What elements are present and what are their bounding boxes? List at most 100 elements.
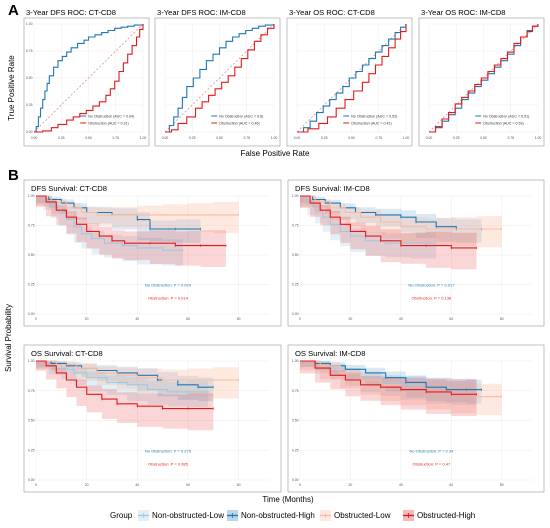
- survival-y-tick-label: 1.00: [292, 194, 299, 198]
- roc-x-tick-label: 0.25: [58, 136, 65, 140]
- survival-curve: [36, 360, 239, 381]
- roc-panel-title: 3-Year DFS ROC: IM-CD8: [157, 8, 246, 17]
- p-value-obstruction: Obstruction: P = 0.138: [411, 296, 452, 301]
- roc-legend-label: Obstruction (AUC = 0.41): [351, 121, 391, 125]
- survival-x-tick-label: 0: [299, 483, 301, 487]
- roc-x-tick-label: 0.00: [426, 136, 433, 140]
- p-value-no-obstruction: No Obstruction: P = 0.275: [145, 448, 192, 453]
- roc-panel-title: 3-Year DFS ROC: CT-CD8: [26, 8, 116, 17]
- legend-label: Obstructed-Low: [334, 511, 391, 520]
- survival-panel-2: DFS Survival: IM-CD8 0 20 40 60 80 0.00 0.25 0.5…: [287, 179, 545, 327]
- survival-ci-band: [300, 361, 477, 405]
- roc-x-tick-label: 0.25: [321, 136, 328, 140]
- roc-curve-no-obstruction: [165, 24, 275, 133]
- survival-ci-band: [36, 196, 226, 267]
- survival-y-tick-label: 0.50: [28, 253, 35, 257]
- survival-y-tick-label: 0.25: [28, 448, 35, 452]
- roc-x-tick-label: 0.50: [85, 136, 92, 140]
- survival-x-tick-label: 20: [349, 483, 353, 487]
- survival-y-axis-label: Survival Probability: [4, 304, 13, 372]
- p-value-no-obstruction: No Obstruction: P = 0.024: [145, 283, 192, 288]
- survival-y-tick-label: 1.00: [28, 194, 35, 198]
- survival-x-tick-label: 20: [85, 483, 89, 487]
- roc-x-tick-label: 0.75: [112, 136, 119, 140]
- roc-panel-3: 3-Year OS ROC: CT-CD8 0.00 0.25 0.50 0.75 1.0…: [286, 8, 413, 147]
- roc-panel-title: 3-Year OS ROC: CT-CD8: [289, 8, 375, 17]
- roc-y-tick-label: 0.25: [26, 103, 33, 107]
- roc-legend-label: Obstruction (AUC = 0.31): [88, 121, 128, 125]
- survival-curve: [300, 360, 477, 395]
- roc-x-tick-label: 0.75: [243, 136, 250, 140]
- survival-panel-title: DFS Survival: IM-CD8: [295, 184, 370, 193]
- roc-panel-1: 3-Year DFS ROC: CT-CD8 0.00 0.00 0.25 0.25 0.…: [23, 8, 150, 147]
- roc-x-tick-label: 0.50: [480, 136, 487, 140]
- roc-curve-obstruction: [429, 24, 539, 133]
- survival-x-tick-label: 60: [449, 483, 453, 487]
- survival-x-tick-label: 20: [349, 317, 353, 321]
- survival-curve: [36, 195, 183, 251]
- roc-x-tick-label: 0.75: [375, 136, 382, 140]
- survival-y-tick-label: 1.00: [292, 359, 299, 363]
- survival-curve: [300, 360, 482, 391]
- roc-y-tick-label: 1.00: [26, 22, 33, 26]
- roc-x-tick-label: 1.00: [535, 136, 542, 140]
- survival-y-tick-label: 0.25: [28, 283, 35, 287]
- roc-y-tick-label: 0.75: [26, 49, 33, 53]
- survival-ci-band: [36, 361, 239, 399]
- roc-x-tick-label: 0.75: [507, 136, 514, 140]
- roc-x-tick-label: 1.00: [271, 136, 278, 140]
- legend-label: Obstructed-High: [417, 511, 475, 520]
- survival-y-tick-label: 0.75: [28, 224, 35, 228]
- roc-diagonal: [33, 23, 144, 133]
- survival-x-tick-label: 40: [399, 483, 403, 487]
- roc-legend-label: No Obstruction (AUC = 0.64): [88, 114, 134, 118]
- panels: 3-Year DFS ROC: CT-CD8 0.00 0.00 0.25 0.25 0.…: [23, 8, 545, 493]
- survival-panel-4: OS Survival: IM-CD8 0 20 40 60 80 0.00 0.25 0.50…: [287, 344, 545, 493]
- legend-label: Non-obstructed-High: [241, 511, 315, 520]
- roc-legend-label: Obstruction (AUC = 0.53): [483, 121, 523, 125]
- survival-x-tick-label: 60: [186, 483, 190, 487]
- roc-x-tick-label: 1.00: [140, 136, 147, 140]
- roc-x-tick-label: 0.00: [162, 136, 169, 140]
- legend-label: Non-obstructed-Low: [152, 511, 224, 520]
- roc-y-tick-label: 0.00: [26, 130, 33, 134]
- survival-panel-title: OS Survival: IM-CD8: [295, 349, 365, 358]
- survival-y-tick-label: 0.00: [28, 478, 35, 482]
- roc-legend-label: No Obstruction (AUC = 0.6): [219, 114, 263, 118]
- survival-panel-title: OS Survival: CT-CD8: [31, 349, 103, 358]
- survival-x-tick-label: 0: [299, 317, 301, 321]
- survival-y-tick-label: 0.25: [292, 448, 299, 452]
- survival-x-tick-label: 80: [500, 483, 504, 487]
- roc-x-tick-label: 1.00: [403, 136, 410, 140]
- roc-legend-label: No Obstruction (AUC = 0.51): [483, 114, 529, 118]
- roc-plot-area: [23, 17, 150, 147]
- p-value-obstruction: Obstruction: P = 0.014: [148, 296, 189, 301]
- roc-diagonal: [164, 23, 275, 133]
- survival-curve: [300, 195, 502, 230]
- survival-x-tick-label: 20: [85, 317, 89, 321]
- survival-curve: [300, 195, 477, 249]
- roc-curve-obstruction: [297, 24, 407, 133]
- p-value-obstruction: Obstruction: P = 0.47: [413, 461, 451, 466]
- p-value-no-obstruction: No Obstruction: P = 0.34: [409, 448, 454, 453]
- survival-y-tick-label: 0.75: [292, 389, 299, 393]
- survival-y-tick-label: 0.00: [292, 478, 299, 482]
- survival-y-tick-label: 0.00: [28, 312, 35, 316]
- legend: Group Non-obstructed-Low Non-obstructed-Hi…: [110, 510, 475, 521]
- p-value-no-obstruction: No Obstruction: P = 0.017: [408, 283, 455, 288]
- survival-x-tick-label: 60: [449, 317, 453, 321]
- roc-x-tick-label: 0.00: [294, 136, 301, 140]
- roc-panel-title: 3-Year OS ROC: IM-CD8: [421, 8, 506, 17]
- survival-x-tick-label: 60: [186, 317, 190, 321]
- survival-curve: [36, 360, 214, 410]
- survival-panel-title: DFS Survival: CT-CD8: [31, 184, 107, 193]
- survival-y-tick-label: 0.00: [292, 312, 299, 316]
- roc-panel-2: 3-Year DFS ROC: IM-CD8 0.00 0.25 0.50 0.75 1.…: [154, 8, 281, 147]
- survival-x-tick-label: 40: [399, 317, 403, 321]
- survival-x-tick-label: 0: [35, 483, 37, 487]
- roc-curve-no-obstruction: [297, 24, 407, 133]
- roc-x-tick-label: 0.00: [31, 136, 38, 140]
- survival-x-axis-label: Time (Months): [262, 495, 314, 504]
- survival-y-tick-label: 0.25: [292, 283, 299, 287]
- survival-y-tick-label: 1.00: [28, 359, 35, 363]
